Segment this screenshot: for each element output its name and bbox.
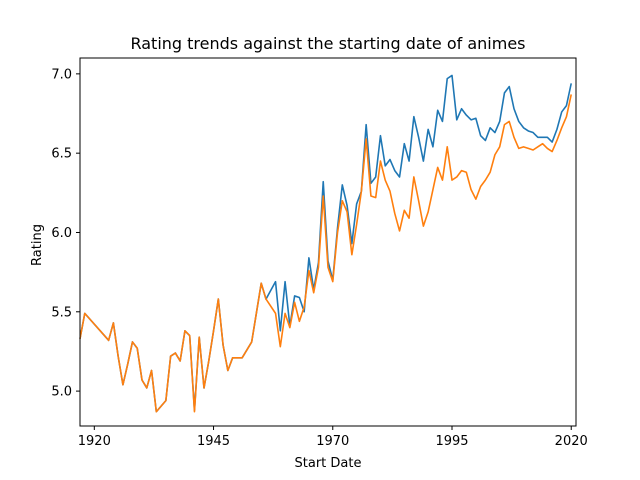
y-tick-label: 6.5	[51, 147, 72, 162]
y-tick-label: 5.5	[51, 305, 72, 320]
x-axis-ticks: 1920 1945 1970 1995 2020	[78, 426, 588, 449]
y-tick-label: 6.0	[51, 226, 72, 241]
y-tick-label: 7.0	[51, 67, 72, 82]
y-tick-label: 5.0	[51, 385, 72, 400]
chart-title: Rating trends against the starting date …	[130, 34, 525, 53]
x-tick-label: 1995	[435, 434, 468, 449]
x-tick-label: 1920	[78, 434, 111, 449]
x-tick-label: 1970	[316, 434, 349, 449]
y-axis-ticks: 5.0 5.5 6.0 6.5 7.0	[51, 67, 80, 400]
x-axis-label: Start Date	[295, 456, 362, 471]
axes-frame	[79, 57, 577, 427]
series-line-2	[79, 94, 573, 413]
y-axis-label: Rating	[30, 224, 45, 266]
plot-area	[79, 57, 577, 427]
x-tick-label: 2020	[555, 434, 588, 449]
x-tick-label: 1945	[197, 434, 230, 449]
